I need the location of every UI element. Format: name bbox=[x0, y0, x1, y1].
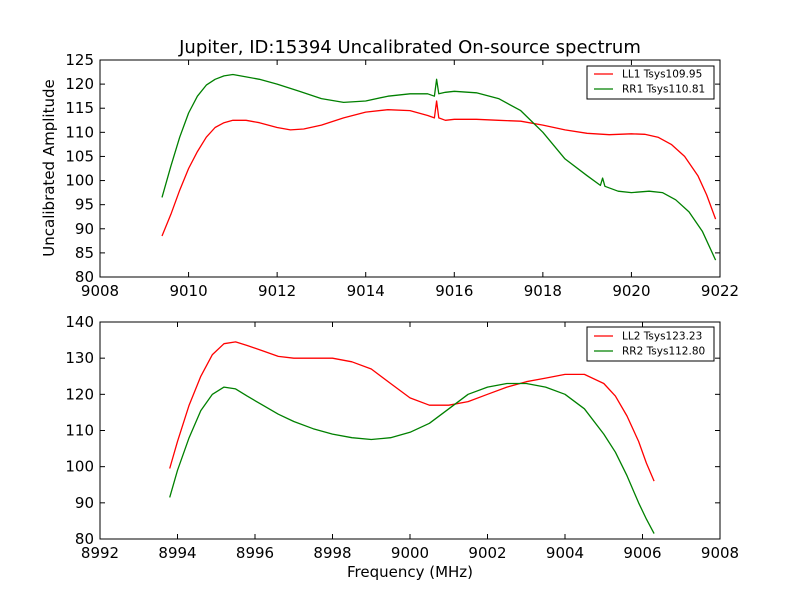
x-tick-label: 9008 bbox=[81, 282, 119, 300]
x-tick-label: 9008 bbox=[701, 544, 739, 562]
series-line-ll2 bbox=[169, 341, 655, 482]
chart-title: Jupiter, ID:15394 Uncalibrated On-source… bbox=[178, 37, 641, 58]
bottom-panel: 8992 8994 8996 8998 9000 9002 9004 9006 9008 80 90… bbox=[65, 313, 739, 581]
y-tick-label: 110 bbox=[65, 123, 94, 141]
x-tick-label: 9002 bbox=[468, 544, 506, 562]
bottom-legend: LL2 Tsys123.23 RR2 Tsys112.80 bbox=[586, 326, 715, 362]
top-y-axis-label: Uncalibrated Amplitude bbox=[40, 79, 58, 256]
legend-label-rr1: RR1 Tsys110.81 bbox=[622, 84, 705, 96]
legend-label-ll2: LL2 Tsys123.23 bbox=[622, 331, 702, 343]
y-tick-label: 80 bbox=[75, 268, 94, 286]
y-tick-label: 90 bbox=[75, 220, 94, 238]
bottom-legend-box bbox=[586, 326, 715, 362]
y-tick-label: 85 bbox=[75, 244, 94, 262]
legend-label-rr2: RR2 Tsys112.80 bbox=[622, 346, 705, 358]
x-tick-label: 9014 bbox=[347, 282, 385, 300]
x-axis-label: Frequency (MHz) bbox=[347, 563, 473, 581]
y-tick-label: 95 bbox=[75, 196, 94, 214]
x-tick-label: 9012 bbox=[258, 282, 296, 300]
y-tick-label: 120 bbox=[65, 385, 94, 403]
x-tick-label: 8998 bbox=[313, 544, 351, 562]
y-tick-label: 80 bbox=[75, 530, 94, 548]
series-line-ll1 bbox=[161, 100, 717, 237]
y-tick-label: 120 bbox=[65, 75, 94, 93]
y-tick-label: 110 bbox=[65, 422, 94, 440]
top-legend: LL1 Tsys109.95 RR1 Tsys110.81 bbox=[586, 65, 715, 100]
top-legend-box bbox=[586, 65, 715, 100]
x-tick-label: 8994 bbox=[158, 544, 196, 562]
x-tick-label: 8996 bbox=[236, 544, 274, 562]
y-tick-label: 125 bbox=[65, 51, 94, 69]
series-line-rr2 bbox=[169, 382, 655, 534]
top-plot-frame bbox=[99, 59, 721, 278]
y-tick-label: 115 bbox=[65, 99, 94, 117]
y-tick-label: 140 bbox=[65, 313, 94, 331]
x-tick-label: 9016 bbox=[435, 282, 473, 300]
y-tick-label: 130 bbox=[65, 349, 94, 367]
x-tick-label: 9004 bbox=[546, 544, 584, 562]
x-tick-label: 9022 bbox=[701, 282, 739, 300]
x-tick-label: 9020 bbox=[612, 282, 650, 300]
x-tick-label: 9006 bbox=[623, 544, 661, 562]
y-tick-label: 105 bbox=[65, 147, 94, 165]
y-tick-label: 100 bbox=[65, 172, 94, 190]
x-tick-label: 9000 bbox=[391, 544, 429, 562]
y-tick-label: 90 bbox=[75, 494, 94, 512]
legend-label-ll1: LL1 Tsys109.95 bbox=[622, 69, 702, 81]
x-tick-label: 9018 bbox=[524, 282, 562, 300]
x-tick-label: 9010 bbox=[169, 282, 207, 300]
series-line-rr1 bbox=[161, 73, 717, 261]
y-tick-label: 100 bbox=[65, 458, 94, 476]
x-tick-label: 8992 bbox=[81, 544, 119, 562]
top-panel: Jupiter, ID:15394 Uncalibrated On-source… bbox=[40, 37, 739, 300]
